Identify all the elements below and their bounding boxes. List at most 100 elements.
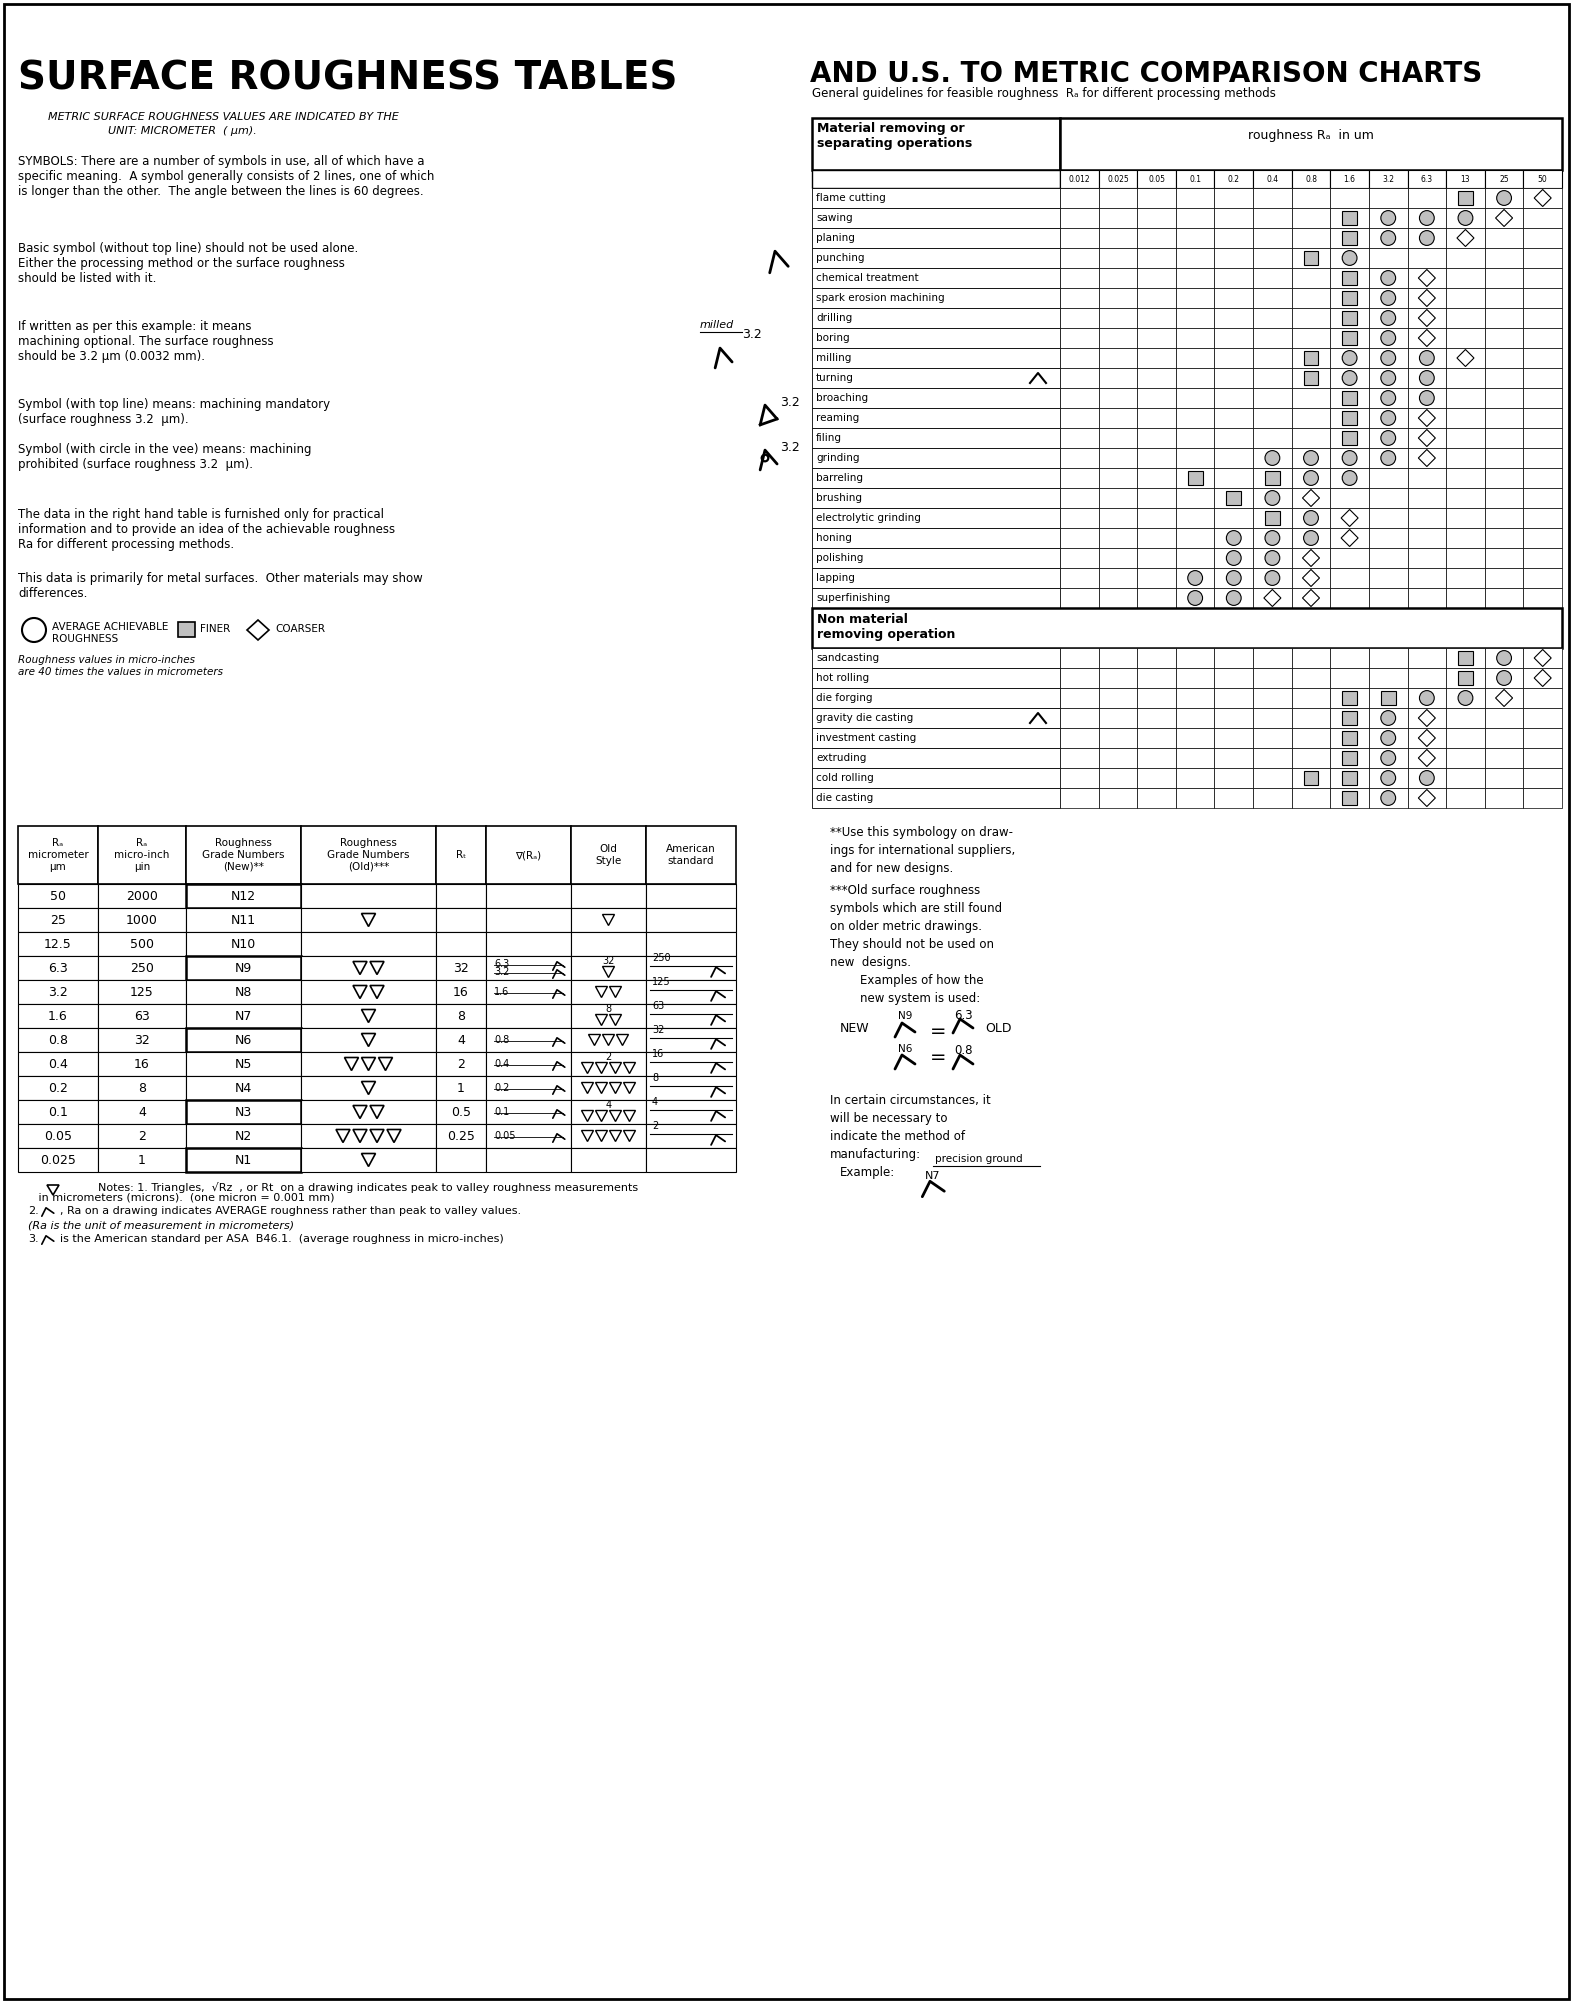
Bar [1446, 389, 1485, 409]
Bar [1254, 409, 1291, 429]
Polygon shape [596, 1082, 607, 1094]
Polygon shape [1302, 549, 1320, 567]
Bar [98, 1028, 186, 1052]
Bar [1342, 791, 1357, 805]
Bar [1060, 649, 1098, 667]
Bar [812, 589, 1060, 609]
Text: N6: N6 [234, 1034, 252, 1046]
Polygon shape [1419, 749, 1435, 767]
Bar [1137, 569, 1177, 589]
Bar [1342, 411, 1357, 425]
Text: 16: 16 [134, 1058, 149, 1070]
Bar [1331, 767, 1369, 787]
Bar [1291, 589, 1331, 609]
Text: 3.2: 3.2 [494, 967, 510, 977]
Bar [1446, 328, 1485, 349]
Text: METRIC SURFACE ROUGHNESS VALUES ARE INDICATED BY THE: METRIC SURFACE ROUGHNESS VALUES ARE INDI… [49, 112, 398, 122]
Bar [1291, 687, 1331, 707]
Text: 0.1: 0.1 [1189, 174, 1202, 184]
Bar [571, 907, 647, 931]
Bar [436, 907, 486, 931]
Text: 25: 25 [1499, 174, 1509, 184]
Bar [1060, 687, 1098, 707]
Polygon shape [1342, 529, 1357, 547]
Bar [1523, 369, 1562, 389]
Bar [1137, 228, 1177, 248]
Text: 6.3: 6.3 [953, 1010, 972, 1022]
Bar [1098, 349, 1137, 369]
Bar [1485, 667, 1523, 687]
Text: N8: N8 [234, 985, 252, 999]
Bar [1254, 449, 1291, 469]
Bar [1408, 188, 1446, 208]
Text: The data in the right hand table is furnished only for practical
information and: The data in the right hand table is furn… [17, 509, 395, 551]
Bar [1446, 747, 1485, 767]
Text: 0.2: 0.2 [494, 1084, 510, 1094]
Bar [1177, 787, 1214, 807]
Bar [186, 825, 300, 883]
Text: N7: N7 [925, 1172, 941, 1182]
Bar [1137, 308, 1177, 328]
Bar [1369, 308, 1408, 328]
Text: If written as per this example: it means
machining optional. The surface roughne: If written as per this example: it means… [17, 320, 274, 363]
Polygon shape [609, 1062, 621, 1074]
Bar [1485, 767, 1523, 787]
Bar [571, 931, 647, 955]
Bar [1177, 170, 1214, 188]
Bar [1177, 349, 1214, 369]
Text: ∇(Rₐ): ∇(Rₐ) [516, 849, 541, 859]
Bar [1137, 687, 1177, 707]
Bar [1369, 489, 1408, 509]
Bar [300, 1148, 436, 1172]
Bar [1137, 288, 1177, 308]
Bar [1331, 649, 1369, 667]
Bar [1060, 469, 1098, 489]
Text: This data is primarily for metal surfaces.  Other materials may show
differences: This data is primarily for metal surface… [17, 573, 423, 601]
Circle shape [1342, 451, 1357, 465]
Text: OLD: OLD [985, 1022, 1011, 1036]
Bar [1446, 529, 1485, 549]
Bar [1458, 651, 1472, 665]
Bar [1408, 328, 1446, 349]
Bar [1523, 170, 1562, 188]
Polygon shape [1457, 230, 1474, 246]
Bar [1446, 509, 1485, 529]
Bar [1369, 529, 1408, 549]
Bar [1331, 589, 1369, 609]
Text: N6: N6 [898, 1044, 912, 1054]
Text: 2: 2 [138, 1130, 146, 1142]
Bar [1214, 188, 1254, 208]
Bar [1342, 391, 1357, 405]
Bar [98, 1052, 186, 1076]
Bar [1369, 509, 1408, 529]
Polygon shape [362, 1058, 376, 1070]
Bar [1408, 707, 1446, 727]
Text: COARSER: COARSER [275, 625, 326, 635]
Bar [1408, 308, 1446, 328]
Bar [300, 1100, 436, 1124]
Text: chemical treatment: chemical treatment [816, 272, 919, 282]
Bar [1060, 549, 1098, 569]
Circle shape [1458, 691, 1472, 705]
Text: 4: 4 [138, 1106, 146, 1118]
Bar [1369, 288, 1408, 308]
Bar [1214, 308, 1254, 328]
Circle shape [1419, 351, 1435, 365]
Bar [1291, 228, 1331, 248]
Bar [486, 1076, 571, 1100]
Text: 125: 125 [651, 977, 670, 987]
Bar [1137, 268, 1177, 288]
Polygon shape [337, 1130, 351, 1142]
Bar [1098, 369, 1137, 389]
Text: 0.05: 0.05 [44, 1130, 72, 1142]
Bar [1254, 248, 1291, 268]
Text: milled: milled [700, 320, 735, 330]
Bar [17, 1052, 98, 1076]
Circle shape [1419, 371, 1435, 385]
Bar [1254, 489, 1291, 509]
Bar [812, 767, 1060, 787]
Bar [1485, 589, 1523, 609]
Bar [1291, 429, 1331, 449]
Bar [1523, 767, 1562, 787]
Text: 1: 1 [138, 1154, 146, 1166]
